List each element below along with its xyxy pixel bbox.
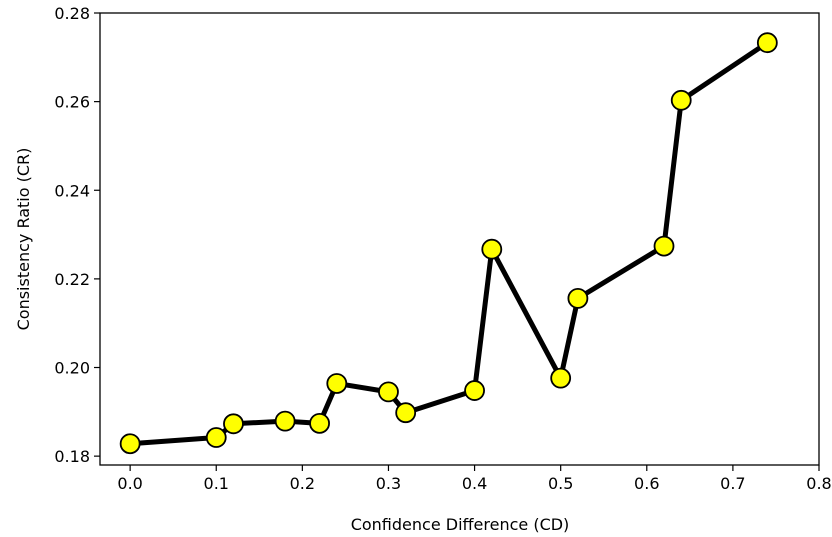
- data-point: [309, 412, 330, 434]
- x-axis-ticks: 0.0 0.1 0.2 0.3 0.4 0.5 0.6 0.7 0.8: [117, 465, 832, 493]
- x-tick-label: 0.4: [462, 474, 487, 493]
- x-tick-label: 0.7: [720, 474, 745, 493]
- data-point: [205, 427, 227, 448]
- data-point: [395, 402, 417, 424]
- data-point: [326, 373, 348, 394]
- data-point: [653, 235, 675, 257]
- data-point: [481, 238, 503, 260]
- x-tick-label: 0.3: [376, 474, 401, 493]
- y-tick-label: 0.22: [54, 270, 90, 289]
- data-point: [567, 287, 589, 309]
- y-tick-label: 0.28: [54, 4, 90, 23]
- data-point: [464, 380, 485, 401]
- x-axis-label: Confidence Difference (CD): [351, 515, 570, 534]
- data-point: [550, 367, 572, 389]
- data-point: [274, 410, 296, 432]
- y-axis-ticks: 0.18 0.20 0.22 0.24 0.26 0.28: [54, 4, 100, 466]
- data-point: [378, 381, 399, 403]
- x-tick-label: 0.8: [806, 474, 831, 493]
- x-tick-label: 0.6: [634, 474, 659, 493]
- y-tick-label: 0.24: [54, 181, 90, 200]
- plot-frame: [99, 12, 820, 466]
- y-tick-label: 0.18: [54, 447, 90, 466]
- data-point: [223, 413, 244, 435]
- y-tick-label: 0.26: [54, 93, 90, 112]
- plot-area: [99, 12, 820, 466]
- x-tick-label: 0.5: [548, 474, 573, 493]
- data-point: [756, 32, 778, 54]
- x-tick-label: 0.0: [117, 474, 142, 493]
- x-tick-label: 0.1: [204, 474, 229, 493]
- y-axis-label: Consistency Ratio (CR): [14, 148, 33, 331]
- x-tick-label: 0.2: [290, 474, 315, 493]
- data-point: [670, 89, 692, 111]
- data-point: [119, 433, 141, 455]
- y-tick-label: 0.20: [54, 359, 90, 378]
